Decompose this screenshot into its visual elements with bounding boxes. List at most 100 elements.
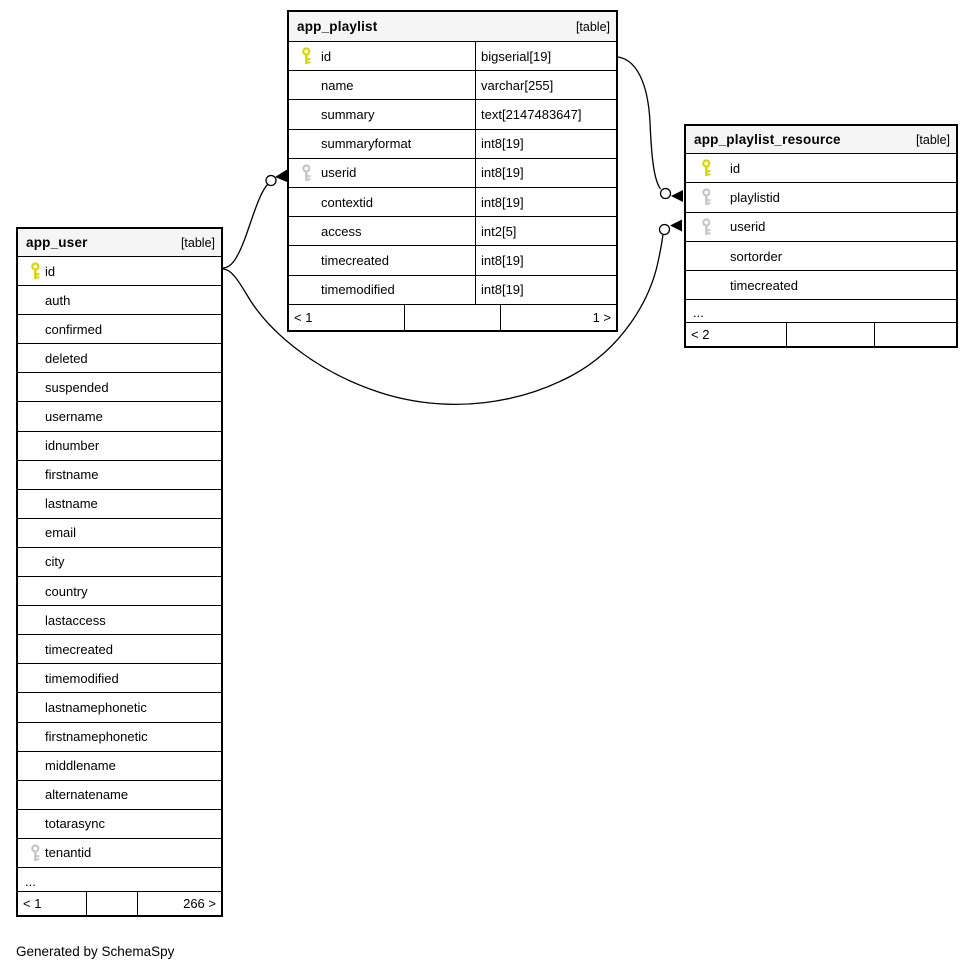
table-header: app_playlist [table]: [289, 12, 616, 42]
column-name: firstnamephonetic: [45, 729, 148, 745]
arrowhead-inv-resource-playlistid: [671, 190, 683, 202]
table-row: suspended: [18, 373, 221, 403]
footer-children-count: < 2: [686, 323, 787, 347]
footer-middle-cell: [405, 304, 501, 330]
foreign-key-icon: [27, 844, 43, 862]
table-row: lastname: [18, 489, 221, 519]
primary-key-icon: [298, 47, 314, 65]
table-footer: < 2: [686, 323, 956, 347]
table-name[interactable]: app_playlist: [297, 19, 378, 34]
table-row: confirmed: [18, 315, 221, 345]
table-row: lastaccess: [18, 606, 221, 636]
column-name: id: [730, 160, 741, 176]
table-row: name varchar[255]: [289, 71, 616, 101]
foreign-key-icon: [298, 164, 314, 182]
foreign-key-icon: [696, 188, 716, 206]
column-type: int8[19]: [475, 246, 616, 275]
table-row: tenantid: [18, 838, 221, 868]
column-name: tenantid: [45, 845, 92, 861]
table-row: id: [686, 154, 956, 184]
table-row: auth: [18, 286, 221, 316]
table-app_playlist_resource: app_playlist_resource [table] id playlist…: [684, 124, 958, 349]
relation-app_playlist-app_playlist_resource: [617, 56, 662, 190]
table-row: middlename: [18, 751, 221, 781]
table-row: lastnamephonetic: [18, 693, 221, 723]
column-name: city: [45, 554, 65, 570]
foreign-key-icon: [696, 218, 716, 236]
table-row: country: [18, 577, 221, 607]
table-row: timemodified: [18, 664, 221, 694]
column-name: timecreated: [730, 277, 798, 293]
column-name: access: [321, 223, 362, 239]
column-type: int8[19]: [475, 129, 616, 158]
table-row: summaryformat int8[19]: [289, 129, 616, 159]
column-name: id: [45, 263, 56, 279]
table-row: alternatename: [18, 780, 221, 810]
footer-parents-count: 1 >: [592, 309, 611, 325]
column-type: int2[5]: [475, 217, 616, 246]
column-type: bigserial[19]: [475, 42, 616, 71]
table-header: app_playlist_resource [table]: [686, 126, 956, 154]
column-name: userid: [730, 219, 766, 235]
odot-resource-userid: [658, 223, 671, 236]
column-name: username: [45, 409, 103, 425]
arrowhead-inv-resource-userid: [670, 219, 682, 232]
table-row: totarasync: [18, 809, 221, 839]
table-row: username: [18, 402, 221, 432]
footer-middle-cell: [87, 891, 138, 915]
column-name: auth: [45, 292, 71, 308]
relation-app_user-app_playlist_resource: [222, 233, 664, 405]
table-header: app_user [table]: [18, 229, 221, 257]
column-name: lastname: [45, 496, 98, 512]
footer-children-count: < 1: [18, 891, 87, 915]
table-row: timecreated int8[19]: [289, 246, 616, 276]
column-name: sortorder: [730, 248, 783, 264]
column-type: varchar[255]: [475, 71, 616, 100]
column-type: int8[19]: [475, 158, 616, 187]
arrowhead-inv-playlist-userid: [275, 169, 287, 182]
table-row: email: [18, 518, 221, 548]
odot-playlist-userid: [265, 174, 277, 187]
column-name: deleted: [45, 350, 88, 366]
column-name: contextid: [321, 194, 374, 210]
column-name: country: [45, 583, 88, 599]
column-name: timemodified: [321, 282, 395, 298]
table-footer: < 1 1 >: [289, 304, 616, 330]
table-row: userid: [686, 212, 956, 242]
column-name: timemodified: [45, 670, 119, 686]
column-name: timecreated: [45, 641, 113, 657]
table-app_playlist: app_playlist [table] id bigserial[19] name…: [287, 10, 618, 332]
column-name: lastaccess: [45, 612, 106, 628]
column-name: lastnamephonetic: [45, 699, 147, 715]
table-row: timecreated: [686, 271, 956, 301]
column-name: name: [321, 77, 354, 93]
table-name[interactable]: app_user: [26, 235, 88, 250]
table-row: id bigserial[19]: [289, 42, 616, 72]
column-name: playlistid: [730, 189, 780, 205]
primary-key-icon: [27, 262, 43, 280]
column-name: firstname: [45, 467, 99, 483]
table-row: deleted: [18, 344, 221, 374]
table-row: firstnamephonetic: [18, 722, 221, 752]
footer-children-count: < 1: [289, 304, 405, 330]
table-row: sortorder: [686, 241, 956, 272]
table-row: firstname: [18, 460, 221, 490]
table-row: userid int8[19]: [289, 158, 616, 188]
column-name: userid: [321, 165, 357, 181]
footer-parents-count: [875, 323, 956, 346]
table-app_user: app_user [table] id auth confirmed deleted s…: [16, 227, 223, 917]
column-type: int8[19]: [475, 275, 616, 304]
table-row: playlistid: [686, 183, 956, 213]
table-row: timecreated: [18, 635, 221, 665]
primary-key-icon: [696, 159, 716, 177]
column-name: middlename: [45, 758, 116, 774]
relation-app_user-app_playlist: [222, 183, 269, 269]
column-name: summary: [321, 106, 375, 122]
table-name[interactable]: app_playlist_resource: [694, 132, 841, 147]
odot-resource-playlistid: [659, 187, 672, 200]
table-row: id: [18, 257, 221, 287]
footer-parents-count: 266 >: [183, 895, 216, 911]
table-type-tag: [table]: [575, 19, 610, 34]
